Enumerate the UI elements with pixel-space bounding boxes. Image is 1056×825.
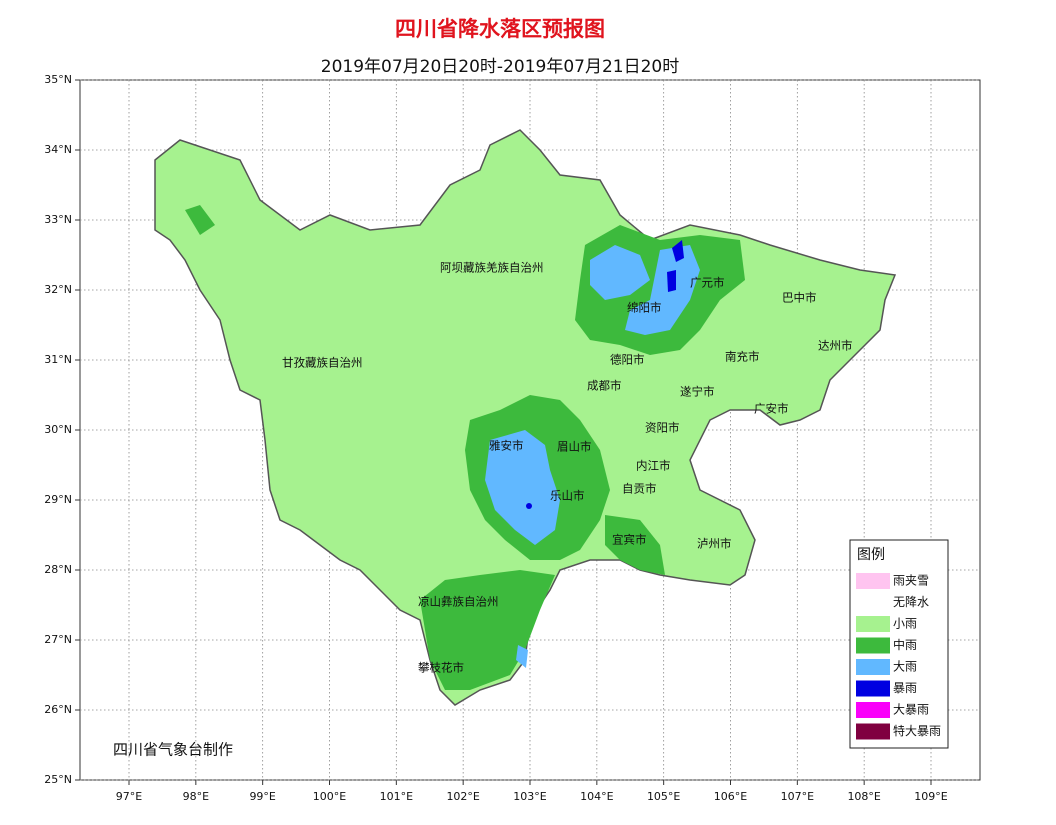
place-label: 资阳市 [645, 421, 680, 435]
lon-tick-label: 102°E [446, 790, 479, 803]
lat-tick-label: 31°N [44, 353, 72, 366]
lon-tick-label: 107°E [781, 790, 814, 803]
lat-tick-label: 28°N [44, 563, 72, 576]
lat-tick-label: 26°N [44, 703, 72, 716]
legend-swatch [856, 702, 890, 718]
place-label: 凉山彝族自治州 [418, 595, 499, 609]
rain-area [420, 570, 555, 690]
legend-label: 暴雨 [893, 681, 917, 695]
legend-label: 无降水 [893, 595, 929, 609]
place-label: 遂宁市 [680, 385, 715, 399]
place-label: 攀枝花市 [418, 661, 464, 675]
place-label: 南充市 [725, 350, 760, 364]
rain-area [526, 503, 532, 509]
lat-tick-label: 27°N [44, 633, 72, 646]
legend-label: 中雨 [893, 637, 917, 652]
lon-tick-label: 98°E [183, 790, 209, 803]
legend-label: 大暴雨 [893, 703, 929, 717]
rain-area [672, 240, 684, 262]
lon-tick-label: 108°E [847, 790, 880, 803]
rain-area [590, 245, 650, 300]
lat-tick-label: 33°N [44, 213, 72, 226]
rain-area [485, 430, 560, 545]
place-label: 广安市 [754, 402, 789, 416]
rain-area [667, 270, 676, 292]
rain-area [185, 205, 215, 235]
place-label: 宜宾市 [612, 533, 647, 547]
credit: 四川省气象台制作 [113, 741, 233, 759]
legend-swatch [856, 573, 890, 589]
lat-tick-label: 32°N [44, 283, 72, 296]
lon-tick-label: 105°E [647, 790, 680, 803]
legend-swatch [856, 680, 890, 697]
place-label: 广元市 [690, 276, 725, 290]
lon-tick-label: 104°E [580, 790, 613, 803]
subtitle: 2019年07月20日20时-2019年07月21日20时 [321, 57, 679, 77]
lon-tick-label: 109°E [914, 790, 947, 803]
place-label: 阿坝藏族羌族自治州 [440, 261, 544, 275]
place-label: 乐山市 [550, 489, 585, 503]
place-label: 眉山市 [557, 440, 592, 454]
lon-tick-label: 99°E [249, 790, 275, 803]
legend-swatch [856, 637, 890, 654]
place-label: 甘孜藏族自治州 [282, 356, 363, 370]
place-label: 绵阳市 [627, 301, 662, 315]
place-label: 雅安市 [489, 439, 524, 453]
lon-tick-label: 103°E [513, 790, 546, 803]
rain-area [625, 245, 700, 335]
lon-tick-label: 106°E [714, 790, 747, 803]
place-labels: 阿坝藏族羌族自治州 甘孜藏族自治州 绵阳市 广元市 巴中市 达州市 德阳市 南充… [282, 261, 853, 675]
place-label: 泸州市 [697, 537, 732, 551]
lat-tick-label: 25°N [44, 773, 72, 786]
legend-label: 特大暴雨 [893, 723, 941, 738]
lat-tick-label: 30°N [44, 423, 72, 436]
rain-area [605, 515, 665, 575]
legend-label: 大雨 [893, 660, 917, 674]
legend-swatch [856, 594, 890, 611]
lat-tick-label: 29°N [44, 493, 72, 506]
legend-swatch [856, 616, 890, 632]
place-label: 德阳市 [610, 353, 645, 367]
legend-swatch [856, 723, 890, 740]
title: 四川省降水落区预报图 [395, 17, 605, 41]
rain-area [516, 645, 528, 668]
lat-tick-label: 35°N [44, 73, 72, 86]
legend-title: 图例 [857, 547, 885, 563]
place-label: 达州市 [818, 339, 853, 353]
province [154, 129, 897, 706]
lat-tick-label: 34°N [44, 143, 72, 156]
legend-label: 小雨 [893, 617, 917, 631]
place-label: 内江市 [636, 459, 671, 473]
lon-tick-label: 97°E [116, 790, 142, 803]
lon-tick-label: 100°E [313, 790, 346, 803]
place-label: 自贡市 [622, 482, 657, 496]
legend-swatch [856, 659, 890, 675]
place-label: 巴中市 [782, 291, 817, 305]
legend-label: 雨夹雪 [893, 574, 929, 588]
lon-tick-label: 101°E [380, 790, 413, 803]
place-label: 成都市 [587, 379, 622, 393]
